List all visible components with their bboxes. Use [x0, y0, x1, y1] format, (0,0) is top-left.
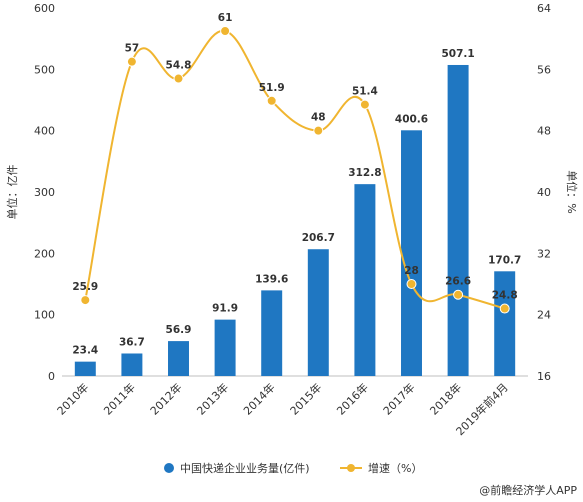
line-point [80, 295, 91, 306]
growth-line [84, 29, 505, 310]
bar [168, 341, 189, 376]
bar-value-label: 170.7 [488, 254, 521, 266]
bar-series [74, 64, 516, 376]
bar [447, 64, 469, 376]
bar-value-label: 91.9 [212, 303, 238, 315]
line-point [220, 26, 231, 36]
line-value-label: 26.6 [445, 276, 471, 288]
line-value-label: 25.9 [72, 281, 98, 293]
y-right-axis-title: 单位：% [565, 170, 579, 213]
bar [214, 319, 236, 376]
line-value-label: 51.9 [259, 82, 285, 94]
bar-value-label: 139.6 [255, 273, 288, 285]
bar [354, 184, 376, 376]
line-point [313, 125, 324, 136]
y-right-axis: 16 24 32 40 48 56 64 单位：% [537, 2, 579, 383]
x-tick-label: 2018年 [427, 380, 464, 417]
x-tick-label: 2013年 [194, 380, 231, 417]
line-point [453, 289, 464, 300]
y-right-tick-label: 64 [537, 2, 551, 15]
line-value-label: 51.4 [352, 86, 378, 98]
bar [494, 271, 516, 376]
bar-data-labels: 23.4 36.7 56.9 91.9 139.6 206.7 312.8 400.6 507.… [72, 48, 521, 357]
x-tick-label: 2017年 [380, 380, 417, 417]
y-right-tick-label: 48 [537, 125, 551, 138]
y-left-tick-label: 600 [34, 2, 55, 15]
x-tick-label: 2010年 [54, 380, 91, 417]
bar-value-label: 23.4 [72, 345, 98, 357]
bar [74, 361, 96, 376]
source-credit: @前瞻经济学人APP [479, 483, 577, 497]
line-point [499, 303, 510, 314]
x-tick-label: 2015年 [287, 380, 324, 417]
bar [307, 249, 329, 376]
bar-value-label: 507.1 [441, 48, 474, 60]
line-value-label: 24.8 [492, 290, 518, 302]
legend-bar-label: 中国快递企业业务量(亿件) [180, 461, 310, 475]
y-left-tick-label: 500 [34, 63, 55, 76]
x-tick-label: 2014年 [240, 380, 277, 417]
line-point [406, 279, 417, 289]
x-tick-label: 2011年 [101, 380, 138, 417]
line-value-label: 48 [311, 112, 326, 124]
line-point [266, 95, 277, 106]
bar [261, 290, 283, 376]
bar [121, 353, 143, 376]
line-value-label: 28 [404, 265, 419, 277]
y-left-tick-label: 100 [34, 309, 55, 322]
bar-value-label: 36.7 [119, 336, 145, 348]
line-point [173, 73, 184, 84]
y-right-tick-label: 40 [537, 186, 551, 199]
bar-value-label: 56.9 [166, 324, 192, 336]
line-value-label: 54.8 [166, 60, 192, 72]
y-right-tick-label: 24 [537, 309, 551, 322]
y-right-tick-label: 56 [537, 63, 551, 76]
y-right-tick-label: 16 [537, 370, 551, 383]
line-point [126, 56, 137, 67]
y-left-tick-label: 0 [48, 370, 55, 383]
y-left-axis-title: 单位：亿件 [5, 165, 19, 220]
legend-line-dot [347, 464, 355, 472]
line-point [359, 99, 370, 110]
y-left-tick-label: 200 [34, 247, 55, 260]
y-right-tick-label: 32 [537, 247, 551, 260]
legend: 中国快递企业业务量(亿件) 增速（%） [164, 461, 422, 475]
legend-bar-marker [164, 463, 174, 473]
line-value-label: 61 [218, 12, 233, 24]
line-value-label: 57 [125, 43, 140, 55]
bar-value-label: 400.6 [395, 113, 428, 125]
y-left-tick-label: 400 [34, 125, 55, 138]
x-tick-label: 2016年 [334, 380, 371, 417]
bar-value-label: 312.8 [348, 167, 381, 179]
x-axis-ticks: 2010年 2011年 2012年 2013年 2014年 2015年 2016年 2017年… [54, 380, 511, 438]
bar-value-label: 206.7 [302, 232, 335, 244]
y-left-tick-label: 300 [34, 186, 55, 199]
growth-line-points [80, 26, 510, 314]
bar [401, 130, 422, 376]
x-tick-label: 2012年 [147, 380, 184, 417]
legend-line-label: 增速（%） [368, 461, 422, 475]
y-left-axis: 0 100 200 300 400 500 600 单位：亿件 [5, 2, 55, 383]
growth-line-data-labels: 25.9 57 54.8 61 51.9 48 51.4 28 26.6 24.8 [72, 12, 517, 302]
